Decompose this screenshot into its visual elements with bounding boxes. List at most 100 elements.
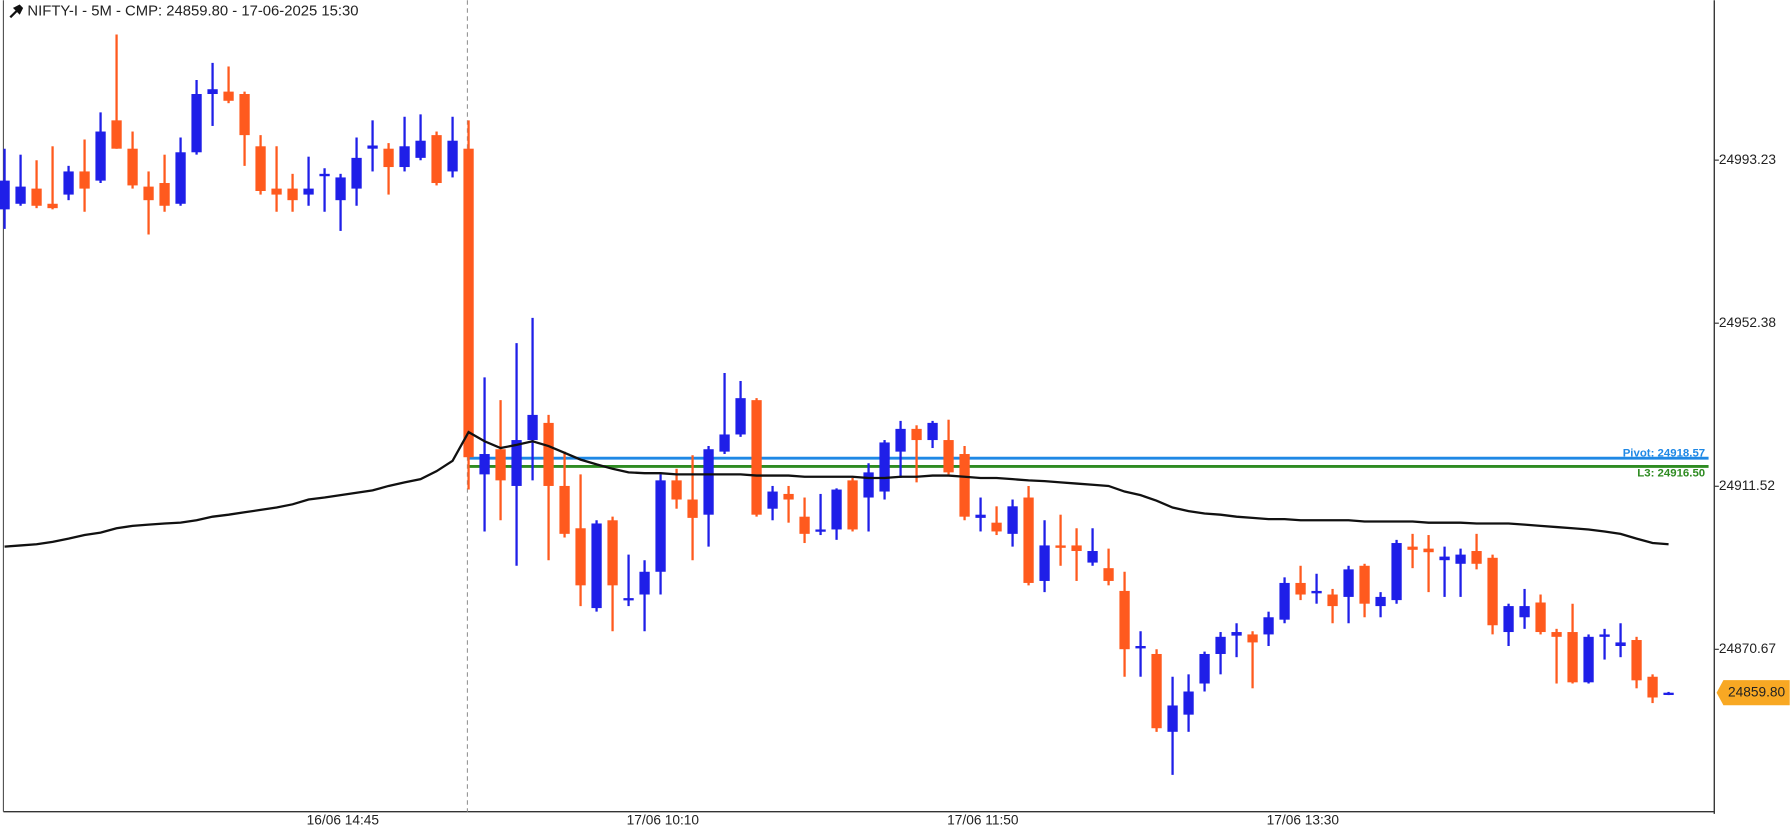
candle-body	[319, 173, 330, 177]
candle-body	[1071, 545, 1082, 552]
candle-body	[111, 120, 122, 149]
candle-body	[1055, 545, 1066, 548]
candle-body	[1599, 634, 1610, 637]
candle-body	[1407, 546, 1418, 550]
candle-body	[207, 89, 218, 95]
candle-body	[671, 480, 682, 500]
candle-body	[911, 428, 922, 441]
candle-body	[479, 454, 490, 475]
candle-body	[447, 140, 458, 172]
candle-body	[239, 94, 250, 136]
candle-body	[1199, 653, 1210, 684]
title-icon	[9, 4, 24, 19]
candle-body	[127, 148, 138, 186]
x-tick-label: 16/06 14:45	[307, 812, 380, 827]
candle-body	[31, 188, 42, 206]
candle-body	[703, 449, 714, 515]
candle-body	[895, 428, 906, 452]
last-price-tag	[1716, 680, 1790, 706]
candle-body	[335, 177, 346, 201]
candle-body	[1551, 632, 1562, 637]
candle-body	[367, 145, 378, 149]
candle-body	[1535, 602, 1546, 633]
candle-body	[1151, 653, 1162, 729]
candle-body	[1439, 556, 1450, 561]
candle-body	[95, 131, 106, 181]
candle-body	[1263, 617, 1274, 635]
candle-body	[863, 472, 874, 498]
level-label: Pivot: 24918.57	[1623, 448, 1705, 460]
candle-body	[959, 454, 970, 517]
candle-body	[223, 91, 234, 101]
candle-body	[0, 180, 10, 210]
candle-body	[1631, 640, 1642, 681]
y-tick-label: 24952.38	[1719, 315, 1777, 330]
candle-body	[159, 183, 170, 206]
candle-body	[1423, 548, 1434, 553]
candle-body	[415, 140, 426, 158]
moving-average-line	[4, 430, 1669, 548]
candle-body	[575, 528, 586, 586]
candle-body	[1007, 506, 1018, 534]
candle-body	[383, 148, 394, 168]
candle-body	[751, 400, 762, 515]
candle-body	[351, 157, 362, 189]
candle-body	[1167, 705, 1178, 732]
candle-body	[639, 571, 650, 595]
candle-body	[1359, 565, 1370, 604]
candle-body	[1039, 545, 1050, 581]
candle-body	[927, 422, 938, 441]
candle-body	[847, 480, 858, 530]
candle-body	[1391, 543, 1402, 601]
level-label: L3: 24916.50	[1637, 467, 1705, 479]
candle-body	[1279, 582, 1290, 620]
y-tick-label: 24993.23	[1719, 152, 1777, 167]
candle-body	[1583, 636, 1594, 683]
candle-body	[47, 203, 58, 209]
candle-body	[783, 493, 794, 500]
x-tick-label: 17/06 13:30	[1267, 812, 1340, 827]
candle-body	[975, 514, 986, 518]
last-price-label: 24859.80	[1728, 684, 1786, 699]
candle-body	[1519, 606, 1530, 618]
candle-body	[175, 152, 186, 204]
candle-body	[1343, 569, 1354, 597]
candle-body	[495, 449, 506, 481]
candle-body	[463, 148, 474, 458]
candle-body	[287, 188, 298, 201]
candle-body	[735, 398, 746, 435]
candle-body	[143, 186, 154, 201]
x-tick-label: 17/06 10:10	[627, 812, 700, 827]
candle-body	[255, 146, 266, 191]
candle-body	[719, 434, 730, 452]
chart-title: NIFTY-I - 5M - CMP: 24859.80 - 17-06-202…	[27, 4, 358, 20]
candle-body	[511, 440, 522, 486]
candle-body	[831, 489, 842, 530]
candle-body	[1647, 676, 1658, 698]
candle-body	[815, 529, 826, 532]
candle-body	[1135, 646, 1146, 649]
candle-body	[15, 186, 26, 204]
candle-body	[1503, 606, 1514, 633]
candle-body	[991, 522, 1002, 532]
candle-body	[431, 135, 442, 184]
candle-body	[799, 516, 810, 534]
candle-body	[943, 440, 954, 473]
y-tick-label: 24870.67	[1719, 641, 1776, 656]
candle-body	[1247, 634, 1258, 643]
candle-body	[687, 499, 698, 518]
x-tick-label: 17/06 11:50	[947, 812, 1019, 827]
candle-body	[1487, 557, 1498, 626]
candle-body	[191, 94, 202, 153]
candle-body	[1231, 632, 1242, 636]
candle-body	[399, 146, 410, 168]
candle-body	[1023, 497, 1034, 583]
candle-body	[607, 520, 618, 586]
candle-body	[271, 188, 282, 195]
candle-body	[1327, 594, 1338, 607]
candle-body	[303, 188, 314, 195]
candle-body	[1087, 551, 1098, 563]
